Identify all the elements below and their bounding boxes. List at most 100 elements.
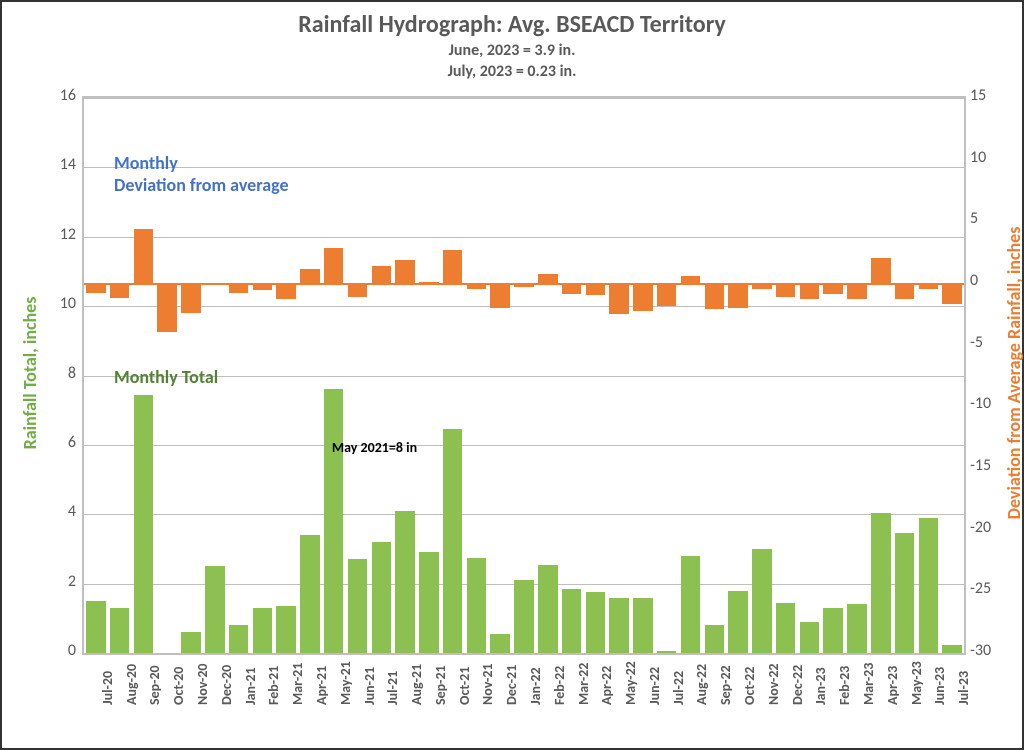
deviation-bar [86,283,106,293]
subtitle-1: June, 2023 = 3.9 in. [2,41,1022,60]
y-right-tick: -20 [970,518,991,537]
deviation-bar [181,283,201,313]
monthly-total-bar [253,608,273,653]
x-tick-label: Nov-22 [765,663,782,705]
annotation: May 2021=8 in [332,439,417,456]
x-tick-label: Aug-21 [408,664,425,705]
x-tick-label: Dec-22 [789,665,806,705]
monthly-total-bar [609,598,629,654]
gridline [84,306,964,307]
monthly-total-bar [110,608,130,653]
y-left-tick: 4 [36,502,76,521]
monthly-total-bar [776,603,796,653]
monthly-total-bar [728,591,748,653]
x-tick-label: Nov-20 [194,663,211,705]
x-tick-label: May-23 [908,661,925,705]
y-axis-label-right: Deviation from Average Rainfall, inches [1003,193,1024,553]
y-left-tick: 2 [36,572,76,591]
deviation-bar [134,229,154,283]
y-left-tick: 12 [36,225,76,244]
monthly-total-bar [395,511,415,653]
deviation-bar [490,283,510,308]
deviation-bar [609,283,629,314]
y-right-tick: -25 [970,579,991,598]
monthly-total-bar [562,589,582,653]
x-tick-label: Feb-21 [265,666,282,705]
x-tick-label: Feb-23 [836,666,853,705]
monthly-total-bar [800,622,820,653]
deviation-bar [467,283,487,289]
gridline [84,237,964,238]
monthly-total-bar [633,598,653,654]
plot-area: May 2021=8 in Monthly Deviation from ave… [82,96,966,655]
x-tick-label: Mar-22 [575,663,592,705]
monthly-total-bar [348,559,368,653]
monthly-total-bar [181,632,201,653]
x-tick-label: Jul-21 [384,671,401,705]
deviation-bar [895,283,915,299]
monthly-total-bar [871,513,891,653]
monthly-total-bar [942,645,962,653]
deviation-bar [942,283,962,304]
monthly-total-bar [229,625,249,653]
deviation-bar [633,283,653,311]
deviation-bar [681,276,701,283]
deviation-bar [276,283,296,299]
gridline [84,167,964,168]
legend-deviation-line1: Monthly [114,152,178,174]
deviation-bar [752,283,772,289]
monthly-total-bar [657,651,677,653]
deviation-bar [229,283,249,293]
x-tick-label: Aug-20 [123,664,140,705]
deviation-bar [705,283,725,309]
x-tick-label: Jul-23 [955,671,972,705]
y-right-tick: 10 [970,148,986,167]
y-left-tick: 16 [36,86,76,105]
y-left-tick: 14 [36,155,76,174]
x-tick-label: Oct-22 [741,667,758,705]
x-tick-label: Oct-20 [170,667,187,705]
x-tick-label: Jun-22 [646,667,663,705]
deviation-bar [157,283,177,332]
deviation-bar [847,283,867,299]
x-tick-label: Jul-22 [670,671,687,705]
deviation-bar [586,283,606,295]
x-tick-label: Jun-21 [361,667,378,705]
y-right-tick: -5 [970,333,983,352]
x-tick-label: Jun-23 [931,667,948,705]
monthly-total-bar [538,565,558,653]
y-right-tick: -30 [970,641,991,660]
x-tick-label: Apr-23 [884,666,901,705]
x-tick-label: Sep-20 [146,665,163,705]
deviation-bar [514,283,534,287]
deviation-bar [372,266,392,283]
y-right-tick: -10 [970,394,991,413]
deviation-bar [800,283,820,299]
monthly-total-bar [490,634,510,653]
x-tick-label: Jan-22 [527,667,544,705]
y-axis-label-left: Rainfall Total, inches [19,273,41,473]
deviation-bar [919,283,939,289]
deviation-bar [728,283,748,308]
titles-block: Rainfall Hydrograph: Avg. BSEACD Territo… [2,10,1022,81]
monthly-total-bar [324,389,344,653]
deviation-bar [348,283,368,297]
y-left-tick: 0 [36,641,76,660]
deviation-bar [538,274,558,283]
x-tick-label: Sep-21 [432,665,449,705]
monthly-total-bar [681,556,701,653]
monthly-total-bar [586,592,606,653]
monthly-total-bar [300,535,320,653]
subtitle-2: July, 2023 = 0.23 in. [2,62,1022,81]
x-tick-label: Mar-21 [289,663,306,705]
monthly-total-bar [895,533,915,653]
deviation-bar [562,283,582,294]
monthly-total-bar [86,601,106,653]
x-tick-label: Mar-23 [860,663,877,705]
monthly-total-bar [919,518,939,653]
monthly-total-bar [752,549,772,653]
x-tick-label: Jan-21 [242,667,259,705]
main-title: Rainfall Hydrograph: Avg. BSEACD Territo… [2,10,1022,39]
deviation-bar [324,248,344,283]
monthly-total-bar [467,558,487,653]
